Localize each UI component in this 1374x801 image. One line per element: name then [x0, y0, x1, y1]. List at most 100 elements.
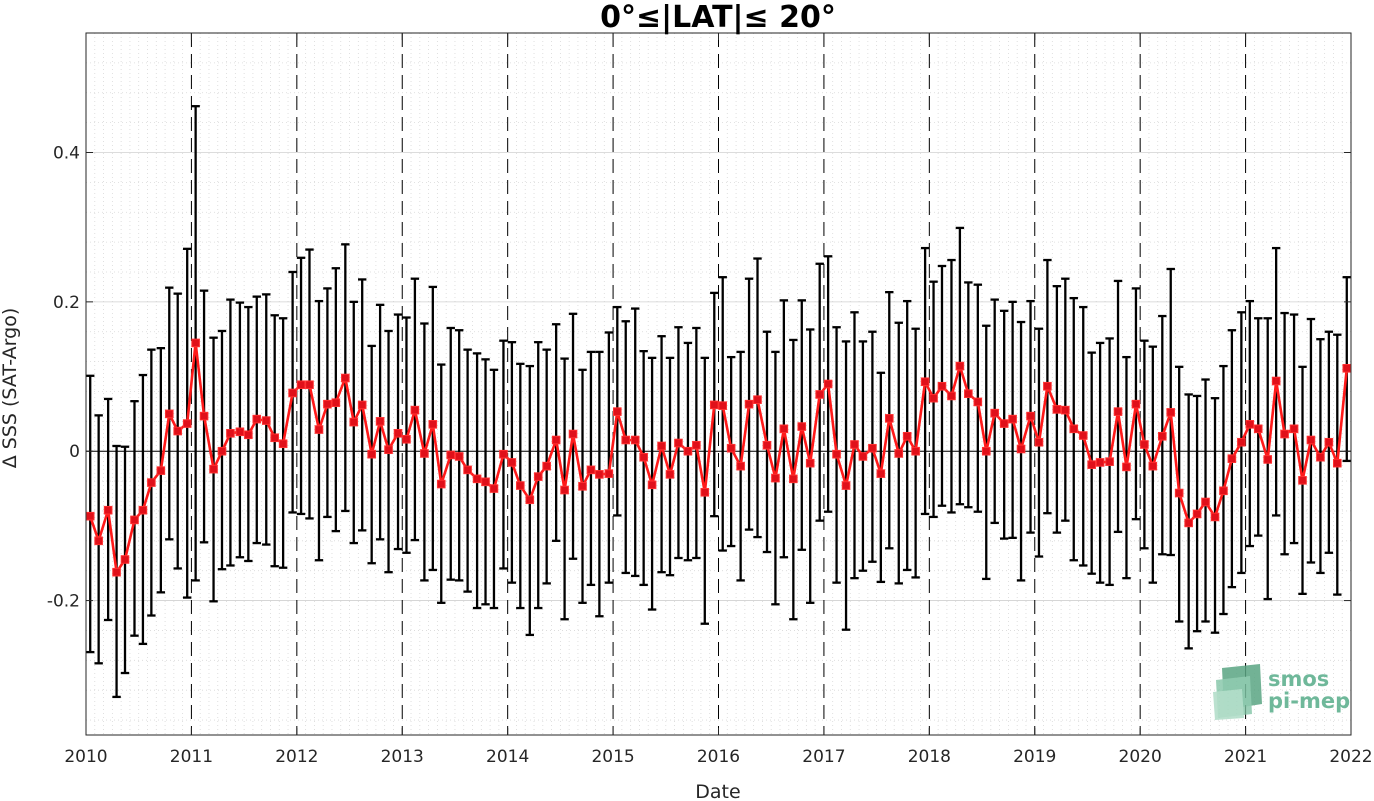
data-point-marker	[630, 435, 640, 445]
data-point-marker	[1087, 460, 1096, 469]
data-point-marker	[1016, 444, 1026, 454]
data-point-marker	[1174, 488, 1184, 498]
data-point-marker	[1227, 454, 1237, 463]
data-point-marker	[911, 446, 920, 456]
data-point-marker	[1210, 512, 1220, 522]
data-point-marker	[428, 420, 438, 429]
y-axis-title: Δ SSS (SAT-Argo)	[0, 308, 21, 468]
data-point-marker	[481, 477, 490, 487]
data-point-marker	[902, 431, 912, 441]
data-point-marker	[832, 449, 841, 459]
data-point-marker	[1192, 509, 1202, 519]
data-point-marker	[1105, 457, 1114, 466]
data-point-marker	[753, 395, 762, 404]
data-point-marker	[1280, 429, 1289, 439]
data-point-marker	[726, 443, 736, 453]
data-point-marker	[841, 481, 851, 490]
data-point-marker	[252, 414, 262, 424]
data-point-marker	[929, 393, 938, 403]
data-point-marker	[1113, 407, 1123, 416]
data-point-marker	[314, 425, 324, 434]
data-point-marker	[964, 389, 973, 399]
error-bar	[621, 320, 630, 575]
data-point-marker	[341, 373, 350, 383]
x-tick-label: 2020	[1119, 747, 1162, 767]
error-bar	[551, 323, 561, 542]
data-point-marker	[103, 505, 113, 515]
x-axis-title: Date	[695, 781, 740, 801]
y-tick-label: -0.2	[47, 592, 80, 612]
x-tick-label: 2021	[1224, 747, 1267, 767]
data-point-marker	[130, 515, 139, 525]
y-tick-label: 0	[69, 442, 80, 462]
error-bar	[1113, 279, 1123, 534]
error-bar	[718, 276, 727, 552]
logo-graphic-icon	[1213, 664, 1262, 720]
data-point-marker	[797, 422, 807, 431]
data-point-marker	[858, 452, 868, 461]
data-point-marker	[542, 461, 551, 471]
data-point-marker	[868, 443, 877, 453]
data-point-marker	[1008, 414, 1017, 424]
x-tick-label: 2011	[170, 747, 213, 767]
data-point-marker	[454, 452, 464, 461]
x-tick-label: 2010	[64, 747, 107, 767]
data-point-marker	[894, 449, 904, 458]
data-point-marker	[305, 380, 314, 390]
data-point-marker	[551, 435, 561, 445]
data-point-marker	[639, 452, 648, 462]
data-point-marker	[357, 400, 367, 410]
data-point-marker	[507, 458, 517, 467]
data-point-marker	[1201, 497, 1210, 507]
data-point-marker	[1253, 424, 1263, 434]
data-point-marker	[568, 429, 578, 439]
data-point-marker	[604, 469, 614, 478]
data-point-marker	[191, 338, 200, 348]
x-tick-label: 2016	[697, 747, 740, 767]
data-point-marker	[771, 473, 780, 483]
data-point-marker	[1069, 424, 1079, 434]
data-point-marker	[472, 474, 482, 484]
data-point-marker	[533, 472, 543, 481]
tick-marks-layer	[85, 33, 1352, 735]
logo-text-line1: smos	[1268, 667, 1329, 691]
x-tick-label: 2015	[591, 747, 634, 767]
data-point-marker	[1095, 458, 1105, 467]
data-point-marker	[516, 481, 525, 490]
data-point-marker	[595, 470, 604, 479]
data-point-marker	[209, 464, 218, 474]
data-point-marker	[296, 380, 306, 390]
data-point-marker	[779, 424, 789, 434]
data-point-marker	[375, 417, 385, 426]
data-point-marker	[884, 414, 894, 423]
x-tick-label: 2019	[1013, 747, 1056, 767]
data-point-marker	[499, 449, 508, 459]
error-bar	[657, 335, 666, 574]
data-point-marker	[182, 419, 192, 428]
data-point-marker	[920, 377, 930, 387]
data-point-marker	[736, 461, 745, 471]
x-tick-label: 2014	[486, 747, 529, 767]
data-point-marker	[420, 449, 429, 458]
data-point-marker	[647, 480, 657, 490]
data-point-marker	[138, 505, 148, 515]
error-bar	[665, 356, 675, 577]
data-point-marker	[709, 400, 719, 410]
x-tick-label: 2017	[802, 747, 845, 767]
data-point-marker	[613, 407, 622, 416]
data-point-marker	[1061, 405, 1070, 415]
data-point-marker	[560, 485, 569, 495]
data-point-marker	[164, 409, 174, 419]
data-point-marker	[876, 469, 886, 478]
logo-text-line2: pi-mep	[1268, 689, 1350, 713]
data-point-marker	[217, 446, 227, 456]
data-point-marker	[278, 439, 288, 449]
data-point-marker	[446, 450, 456, 460]
data-point-marker	[1298, 476, 1307, 485]
data-point-marker	[683, 446, 693, 456]
data-point-marker	[1306, 435, 1316, 445]
data-point-marker	[367, 449, 376, 459]
data-point-marker	[1166, 408, 1176, 417]
error-bar	[604, 331, 614, 584]
